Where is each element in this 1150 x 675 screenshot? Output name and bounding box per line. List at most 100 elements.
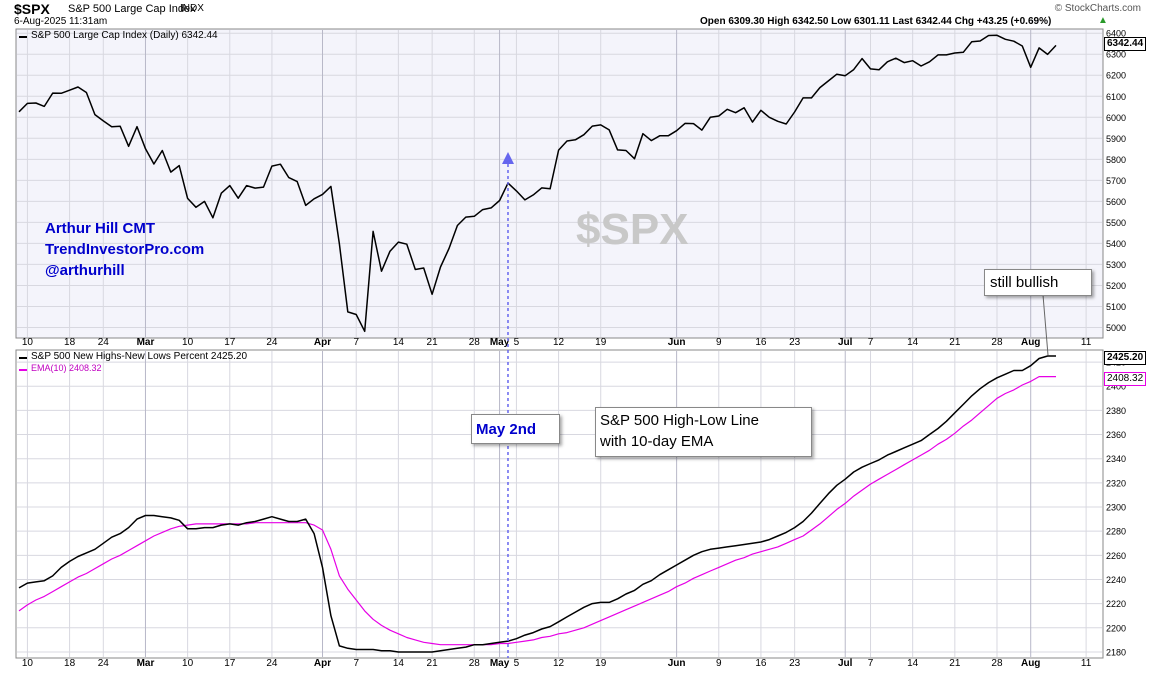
price-y-tick-label: 5000 [1106, 323, 1126, 333]
hl-y-tick-label: 2380 [1106, 406, 1126, 416]
datetime-label: 6-Aug-2025 11:31am [14, 16, 108, 27]
price-x-tick-label: 18 [64, 337, 76, 348]
price-x-tick-label: 5 [514, 337, 520, 348]
price-y-tick-label: 5200 [1106, 281, 1126, 291]
price-panel-title: S&P 500 Large Cap Index (Daily) 6342.44 [31, 30, 218, 41]
price-x-tick-label: 7 [353, 337, 359, 348]
hl-x-tick-label: 23 [789, 658, 801, 669]
high-low-line-text-1: S&P 500 High-Low Line [600, 412, 759, 429]
quote-line: Open 6309.30 High 6342.50 Low 6301.11 La… [700, 16, 1052, 27]
hl-x-tick-label: 9 [716, 658, 722, 669]
hl-y-tick-label: 2400 [1106, 382, 1126, 392]
spx-price-line [18, 34, 1057, 333]
price-x-tick-label: 21 [427, 337, 439, 348]
price-x-tick-label: 12 [553, 337, 565, 348]
author-website: TrendInvestorPro.com [45, 241, 205, 258]
index-name: S&P 500 Large Cap Index [68, 3, 196, 15]
high-low-line-text-2: with 10-day EMA [600, 433, 714, 450]
price-x-tick-label: 24 [98, 337, 110, 348]
hl-x-tick-label: 28 [469, 658, 481, 669]
author-name: Arthur Hill CMT [45, 220, 155, 237]
still-bullish-callout: still bullish [984, 269, 1092, 296]
price-y-tick-label: 5500 [1106, 218, 1126, 228]
background-symbol-watermark: $SPX [576, 205, 689, 254]
price-x-tick-label: 21 [949, 337, 961, 348]
price-x-tick-label: 28 [991, 337, 1003, 348]
hl-x-tick-label: 10 [22, 658, 34, 669]
hl-legend-swatch [19, 357, 27, 359]
price-last-value-badge: 6342.44 [1104, 37, 1147, 51]
hl-panel-title: S&P 500 New Highs-New Lows Percent 2425.… [31, 351, 248, 362]
price-y-tick-label: 5300 [1106, 260, 1126, 270]
price-x-tick-label: Mar [137, 337, 155, 348]
hl-x-tick-label: 7 [868, 658, 874, 669]
price-x-tick-label: 7 [868, 337, 874, 348]
hl-x-tick-label: 19 [595, 658, 607, 669]
hl-x-tick-label: Jun [668, 658, 686, 669]
price-x-tick-label: 23 [789, 337, 801, 348]
exchange-label: INDX [180, 3, 204, 14]
high-low-line-callout: S&P 500 High-Low Line with 10-day EMA [595, 407, 812, 457]
hl-x-tick-label: 14 [393, 658, 405, 669]
price-y-tick-label: 6100 [1106, 92, 1126, 102]
hl-x-tick-label: 7 [353, 658, 359, 669]
still-bullish-text: still bullish [990, 274, 1059, 291]
ema-legend-swatch [19, 369, 27, 371]
may-2nd-triangle-marker [501, 152, 514, 164]
price-y-tick-label: 5700 [1106, 176, 1126, 186]
price-y-tick-label: 5800 [1106, 155, 1126, 165]
hl-x-tick-label: 21 [427, 658, 439, 669]
hl-x-tick-label: 16 [755, 658, 767, 669]
hl-x-tick-label: 5 [514, 658, 520, 669]
price-x-tick-label: Apr [314, 337, 331, 348]
price-y-tick-label: 5400 [1106, 239, 1126, 249]
hl-x-tick-label: Apr [314, 658, 331, 669]
watermark-label: © StockCharts.com [1054, 3, 1141, 14]
price-x-tick-label: 14 [393, 337, 405, 348]
price-x-tick-label: Jul [838, 337, 853, 348]
price-x-tick-label: 16 [755, 337, 767, 348]
price-x-tick-label: May [490, 337, 510, 348]
hl-y-tick-label: 2320 [1106, 478, 1126, 488]
hl-y-tick-label: 2200 [1106, 623, 1126, 633]
hl-y-tick-label: 2300 [1106, 503, 1126, 513]
hl-x-tick-label: 10 [182, 658, 194, 669]
price-y-tick-label: 6400 [1106, 29, 1126, 39]
high-low-line [18, 355, 1056, 653]
hl-x-tick-label: 24 [266, 658, 278, 669]
price-x-tick-label: 10 [22, 337, 34, 348]
hl-last-value-badge: 2425.20 [1104, 351, 1147, 365]
hl-y-tick-label: 2280 [1106, 527, 1126, 537]
price-x-tick-label: Aug [1021, 337, 1040, 348]
hl-x-tick-label: Mar [137, 658, 155, 669]
price-y-tick-label: 6300 [1106, 50, 1126, 60]
price-x-tick-label: 14 [907, 337, 919, 348]
hl-x-tick-label: Aug [1021, 658, 1040, 669]
price-x-tick-label: 11 [1081, 337, 1092, 348]
price-y-tick-label: 5900 [1106, 134, 1126, 144]
price-x-tick-label: 9 [716, 337, 722, 348]
price-x-tick-label: 24 [266, 337, 278, 348]
price-x-tick-label: 19 [595, 337, 607, 348]
price-y-tick-label: 5100 [1106, 302, 1126, 312]
author-handle: @arthurhill [45, 262, 125, 279]
price-y-tick-label: 5600 [1106, 197, 1126, 207]
hl-x-tick-label: 14 [907, 658, 919, 669]
price-panel [15, 28, 1104, 339]
hl-x-tick-label: 17 [224, 658, 236, 669]
price-x-tick-label: 28 [469, 337, 481, 348]
hl-y-tick-label: 2260 [1106, 551, 1126, 561]
hl-x-tick-label: 24 [98, 658, 110, 669]
hl-x-tick-label: 21 [949, 658, 961, 669]
hl-y-tick-label: 2340 [1106, 454, 1126, 464]
ema-legend-label: EMA(10) 2408.32 [31, 363, 102, 373]
hl-x-tick-label: 12 [553, 658, 565, 669]
hl-y-tick-label: 2240 [1106, 575, 1126, 585]
quote-up-arrow-icon: ▲ [1098, 15, 1108, 26]
price-y-tick-label: 6200 [1106, 71, 1126, 81]
hl-y-tick-label: 2360 [1106, 430, 1126, 440]
hl-y-tick-label: 2220 [1106, 599, 1126, 609]
symbol-title: $SPX [14, 1, 50, 17]
price-x-tick-label: 17 [224, 337, 236, 348]
